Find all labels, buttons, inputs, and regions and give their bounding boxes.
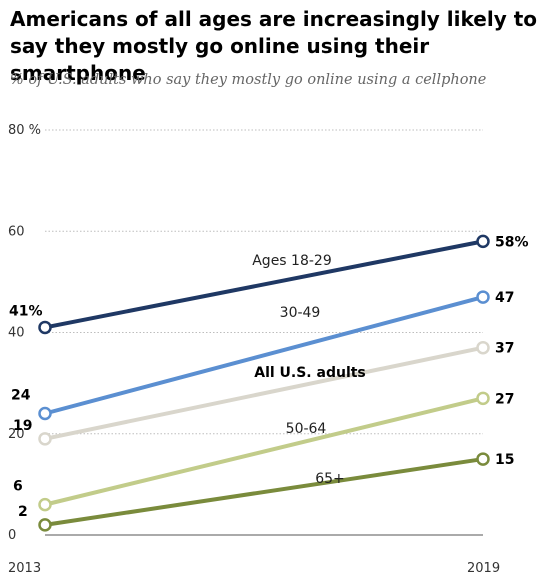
data-label-end: 15	[495, 452, 514, 468]
y-tick-label: 40	[8, 326, 25, 341]
data-point	[476, 290, 490, 304]
data-label-end: 47	[495, 290, 514, 306]
chart-title: Americans of all ages are increasingly l…	[10, 7, 538, 85]
series-line	[43, 295, 485, 416]
series-line	[43, 457, 485, 527]
y-tick-label: 0	[8, 528, 16, 543]
series-line	[43, 239, 485, 330]
data-label-end: 58%	[495, 234, 529, 250]
y-tick-label: 80 %	[8, 123, 41, 138]
x-tick-label: 2013	[8, 561, 41, 576]
data-point	[38, 497, 52, 512]
series-name-label: 30-49	[280, 305, 321, 321]
data-point	[476, 452, 490, 466]
data-label-end: 27	[495, 391, 514, 407]
data-label-start: 41%	[9, 303, 43, 319]
chart-subtitle: % of U.S. adults who say they mostly go …	[10, 72, 487, 88]
gridlines	[45, 129, 483, 536]
data-point	[38, 432, 52, 446]
y-tick-label: 60	[8, 224, 25, 239]
data-point	[38, 518, 52, 532]
data-label-start: 19	[13, 418, 32, 434]
series-name-label: 50-64	[286, 421, 327, 437]
series-line	[43, 345, 485, 441]
y-axis-ticks: 0 20 40 60 80 %	[8, 123, 41, 543]
data-label-start: 2	[18, 504, 28, 520]
series-name-label: Ages 18-29	[252, 253, 332, 269]
data-label-start: 24	[11, 388, 31, 404]
data-point	[476, 340, 490, 355]
data-point	[38, 320, 52, 335]
series-lines	[38, 234, 490, 532]
data-point	[38, 406, 52, 421]
series-line	[43, 396, 485, 507]
series-name-label: All U.S. adults	[254, 365, 366, 381]
data-point	[476, 234, 490, 249]
series-labels: 41% 58% Ages 18-29 24 47 30-49 19 37 All U.S. ad…	[9, 234, 529, 520]
x-tick-label: 2019	[467, 561, 500, 576]
data-label-end: 37	[495, 341, 514, 357]
y-tick-label: 20	[8, 427, 25, 442]
data-point	[476, 391, 490, 406]
data-label-start: 6	[13, 479, 23, 495]
x-axis: 2013 2019	[8, 561, 500, 576]
series-name-label: 65+	[315, 471, 345, 487]
